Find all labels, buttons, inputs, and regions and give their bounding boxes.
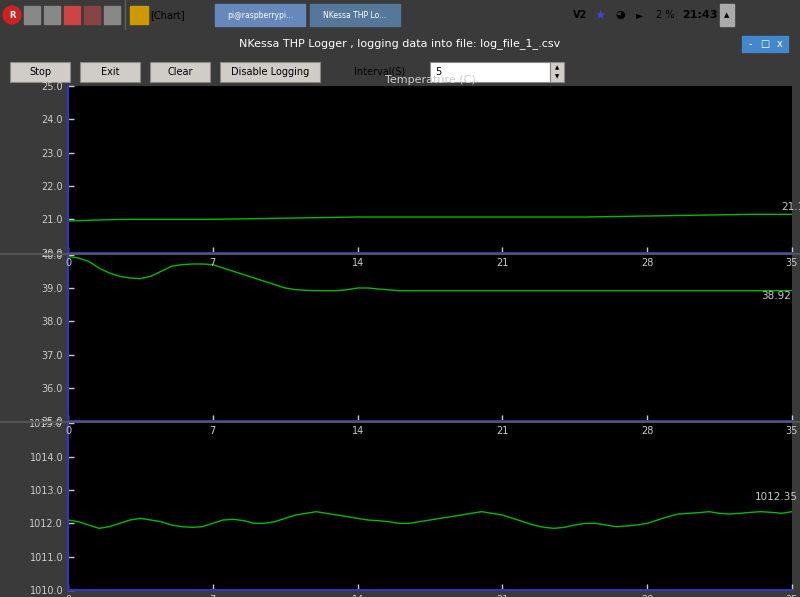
Text: 21:43: 21:43 — [682, 10, 718, 20]
Text: Exit: Exit — [101, 67, 119, 77]
Text: □: □ — [760, 39, 770, 49]
Bar — [550, 62, 564, 82]
Bar — [757, 36, 773, 52]
Text: [Chart]: [Chart] — [150, 10, 185, 20]
Title: Atmospheric Pressure (mBar): Atmospheric Pressure (mBar) — [348, 413, 512, 423]
Bar — [130, 6, 148, 24]
Text: R: R — [9, 11, 15, 20]
Bar — [430, 62, 550, 82]
Bar — [742, 36, 758, 52]
Bar — [64, 6, 80, 24]
Text: 1012.35: 1012.35 — [754, 492, 798, 501]
Bar — [104, 6, 120, 24]
Text: NKessa THP Lo...: NKessa THP Lo... — [323, 11, 386, 20]
Bar — [24, 6, 40, 24]
Text: NKessa THP Logger , logging data into file: log_file_1_.csv: NKessa THP Logger , logging data into fi… — [239, 39, 561, 50]
Bar — [720, 4, 734, 26]
Text: Disable Logging: Disable Logging — [231, 67, 309, 77]
Text: ▲: ▲ — [724, 12, 730, 18]
Text: ★: ★ — [594, 8, 606, 21]
Text: x: x — [777, 39, 783, 49]
Title: Relative Humidity (%): Relative Humidity (%) — [369, 244, 491, 254]
Bar — [310, 4, 400, 26]
Bar — [772, 36, 788, 52]
Text: Interval(S): Interval(S) — [354, 67, 406, 77]
Text: ▲: ▲ — [555, 66, 559, 70]
Text: 2 %: 2 % — [656, 10, 674, 20]
Text: 5: 5 — [435, 67, 442, 77]
Bar — [220, 62, 320, 82]
Text: Clear: Clear — [167, 67, 193, 77]
Bar — [10, 62, 70, 82]
Bar — [84, 6, 100, 24]
Text: 21.15: 21.15 — [782, 202, 800, 212]
Text: ▼: ▼ — [555, 75, 559, 79]
Title: Temperature (C): Temperature (C) — [385, 75, 475, 85]
Text: ◕: ◕ — [615, 10, 625, 20]
Text: V2: V2 — [573, 10, 587, 20]
Bar — [150, 62, 210, 82]
Bar — [215, 4, 305, 26]
Text: -: - — [748, 39, 752, 49]
Circle shape — [3, 6, 21, 24]
Text: 38.92: 38.92 — [761, 291, 791, 301]
Text: ►: ► — [636, 10, 644, 20]
Bar — [44, 6, 60, 24]
Bar — [80, 62, 140, 82]
Text: Stop: Stop — [29, 67, 51, 77]
Text: pi@raspberrypi...: pi@raspberrypi... — [227, 11, 293, 20]
